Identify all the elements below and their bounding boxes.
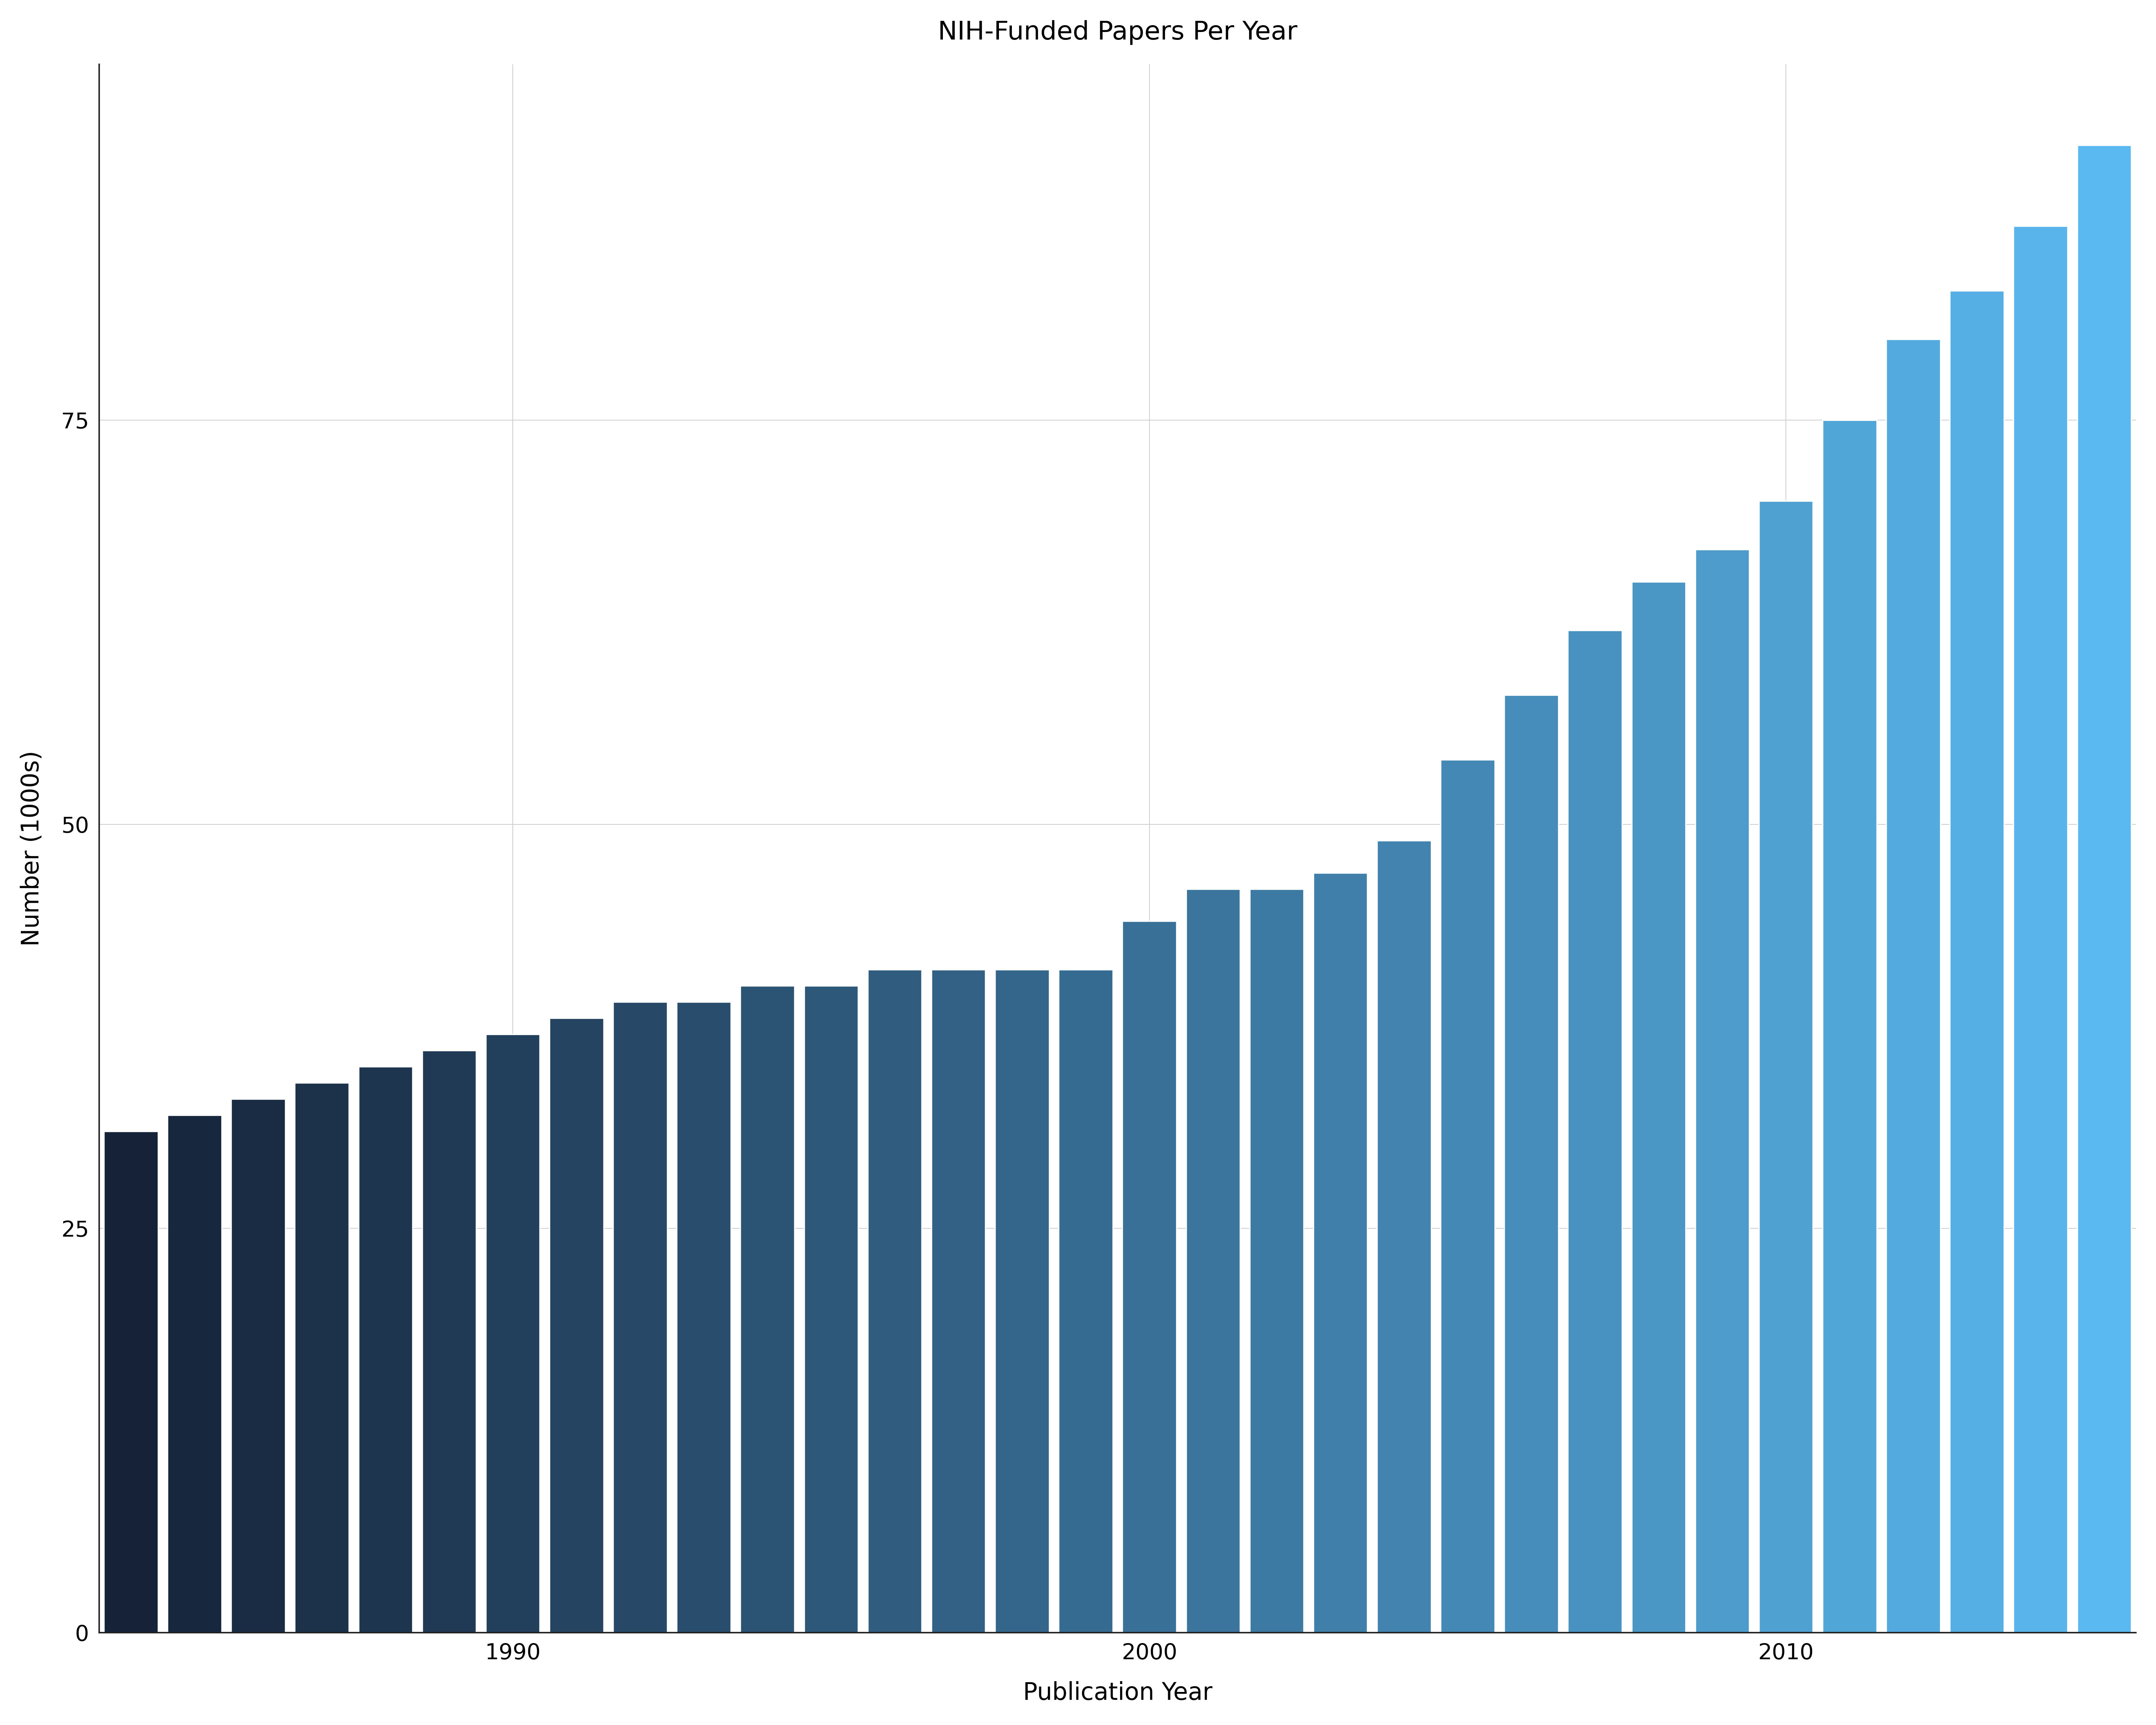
Bar — [677, 1002, 731, 1632]
Y-axis label: Number (1000s): Number (1000s) — [19, 750, 43, 947]
Bar — [1632, 581, 1686, 1632]
Bar — [2014, 226, 2068, 1632]
Bar — [1695, 549, 1749, 1632]
Bar — [1440, 759, 1494, 1632]
Bar — [612, 1002, 666, 1632]
Bar — [485, 1035, 539, 1632]
X-axis label: Publication Year: Publication Year — [1022, 1682, 1212, 1704]
Bar — [358, 1066, 412, 1632]
Bar — [1567, 630, 1621, 1632]
Bar — [2076, 145, 2132, 1632]
Bar — [103, 1132, 157, 1632]
Bar — [931, 969, 985, 1632]
Bar — [168, 1116, 222, 1632]
Bar — [804, 987, 858, 1632]
Bar — [550, 1018, 604, 1632]
Bar — [423, 1051, 476, 1632]
Bar — [1250, 888, 1304, 1632]
Bar — [231, 1099, 285, 1632]
Bar — [1822, 419, 1876, 1632]
Bar — [295, 1083, 349, 1632]
Bar — [1949, 292, 2003, 1632]
Bar — [1186, 888, 1240, 1632]
Bar — [1313, 873, 1367, 1632]
Bar — [1759, 500, 1813, 1632]
Bar — [996, 969, 1050, 1632]
Title: NIH-Funded Papers Per Year: NIH-Funded Papers Per Year — [938, 21, 1298, 45]
Bar — [1886, 340, 1940, 1632]
Bar — [867, 969, 923, 1632]
Bar — [1123, 921, 1177, 1632]
Bar — [1059, 969, 1112, 1632]
Bar — [740, 987, 796, 1632]
Bar — [1378, 840, 1432, 1632]
Bar — [1505, 695, 1559, 1632]
